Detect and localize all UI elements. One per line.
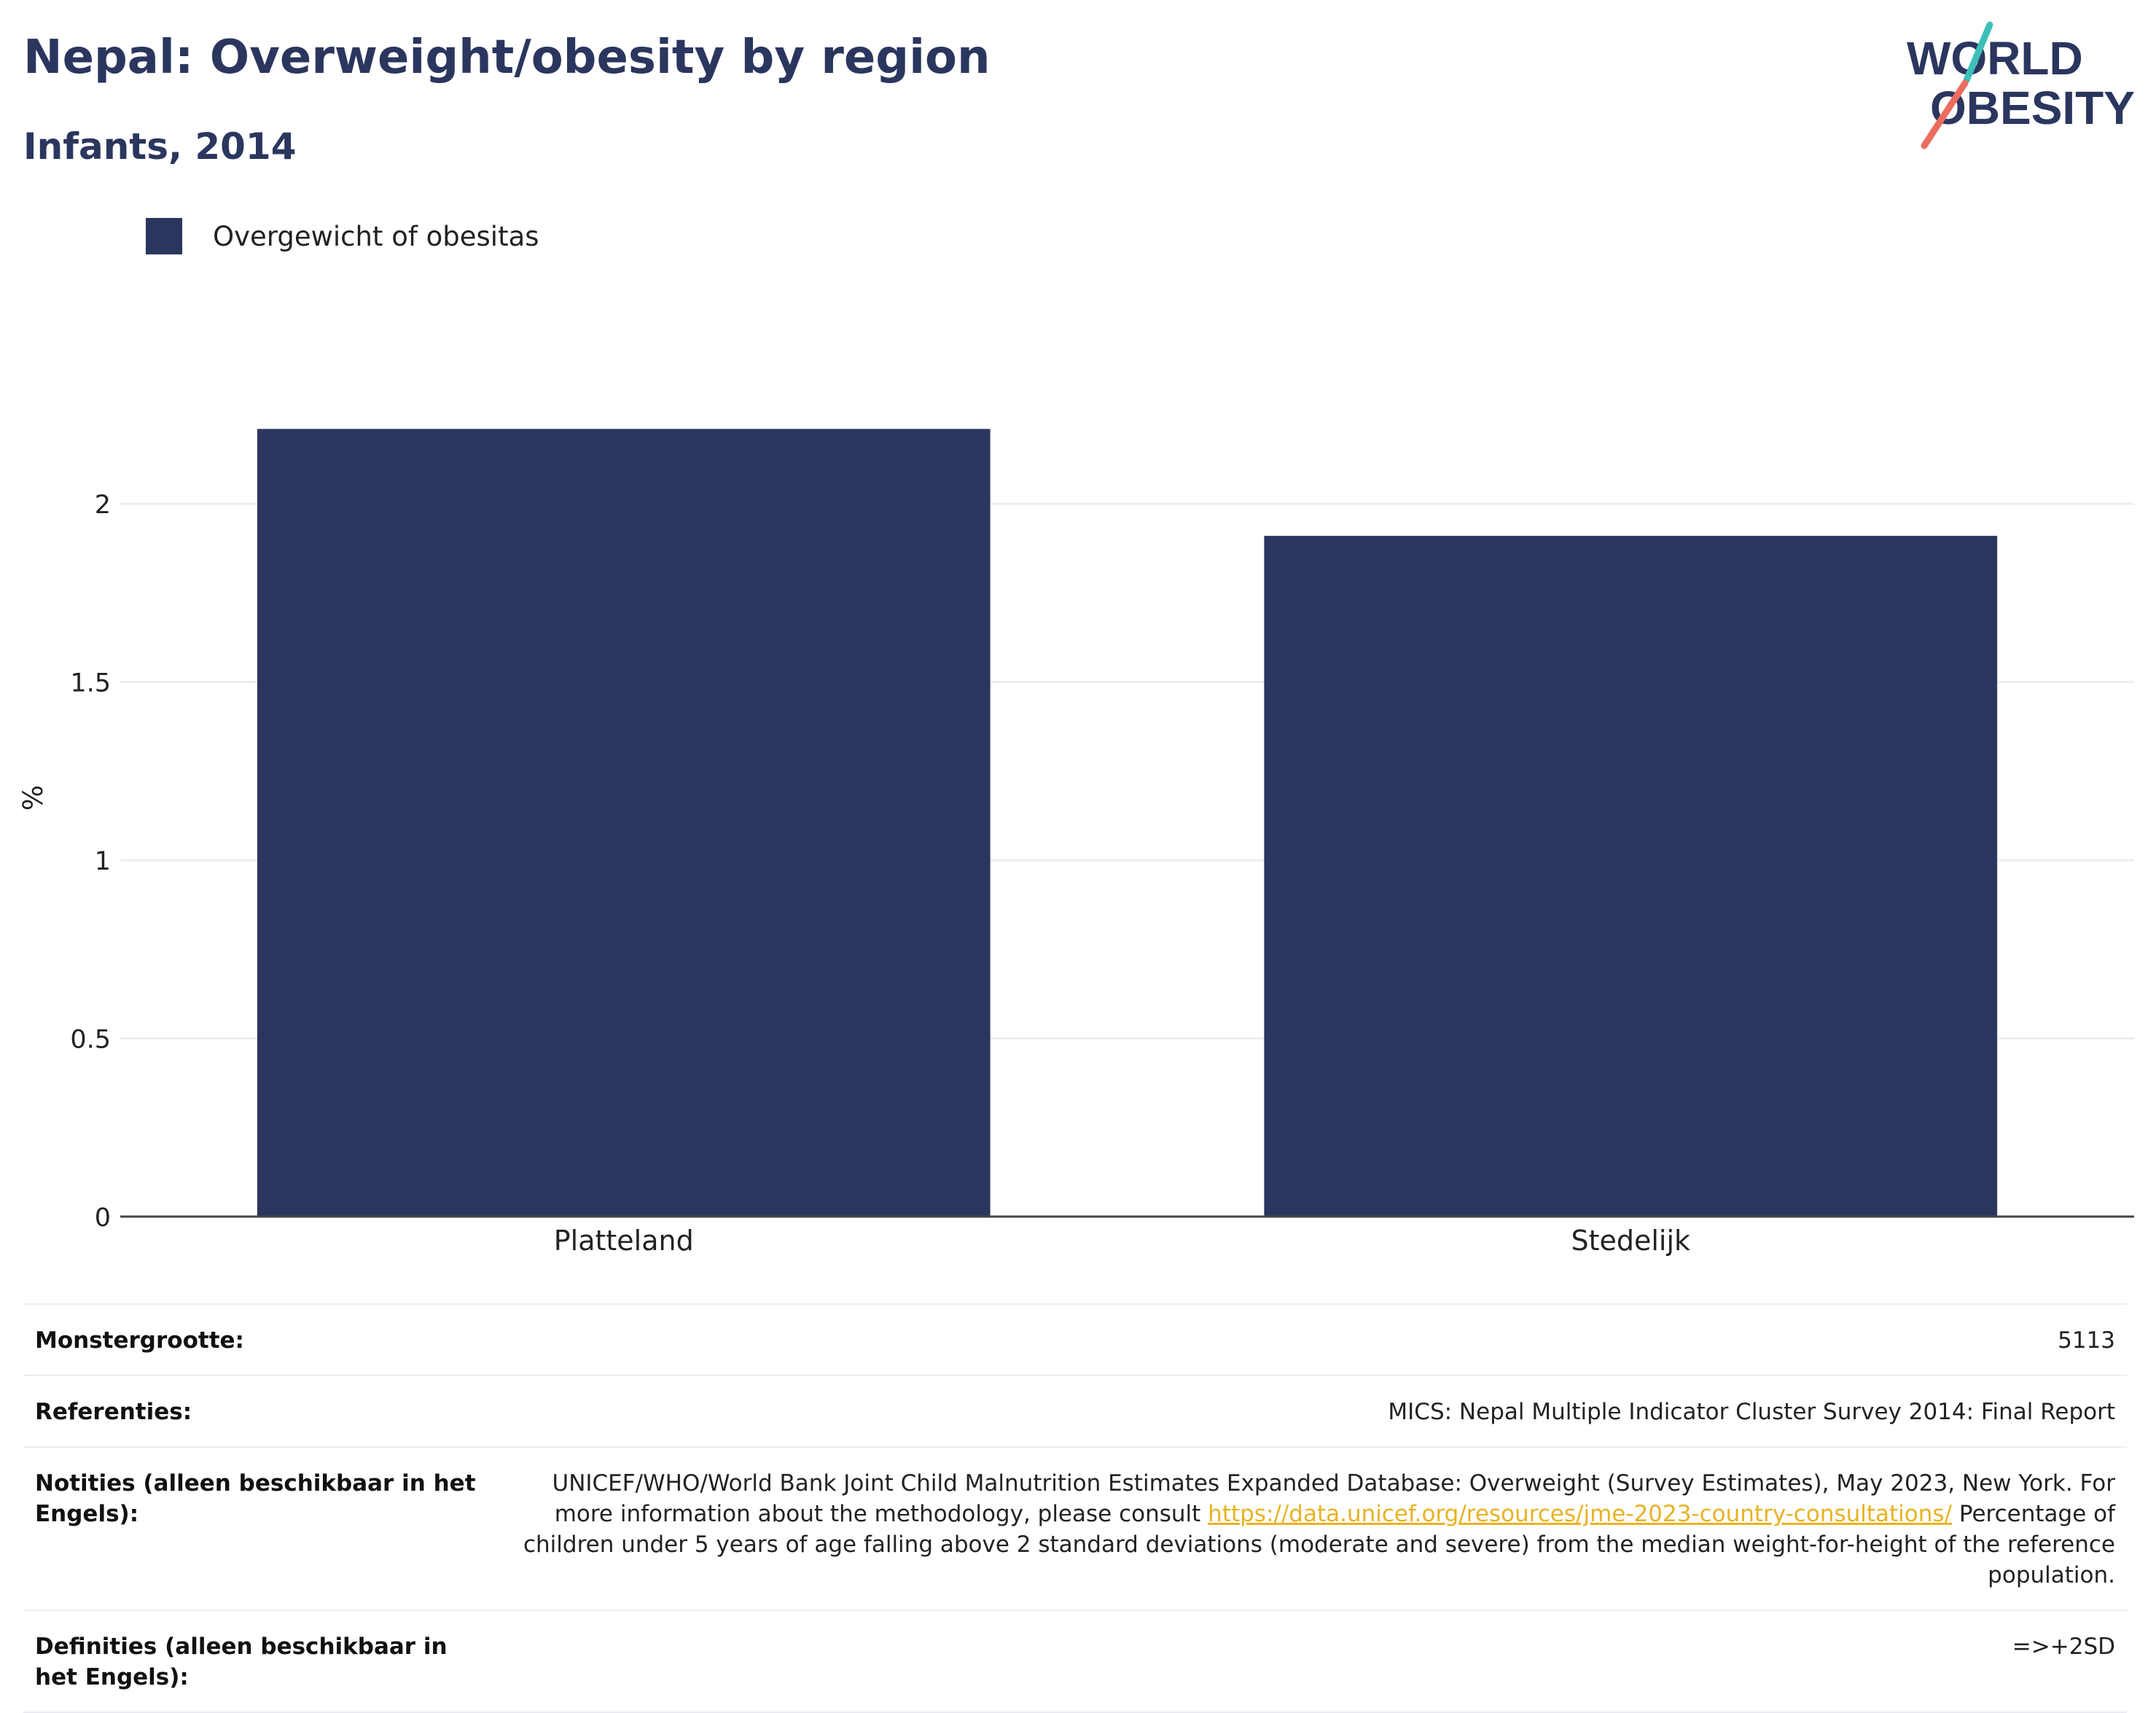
world-obesity-logo: WORLD OBESITY [1907,21,2135,149]
y-tick-label: 2 [95,491,111,520]
meta-row-notes: Notities (alleen beschikbaar in het Enge… [23,1446,2127,1610]
meta-key: Notities (alleen beschikbaar in het Enge… [23,1446,499,1610]
meta-row-definitions: Definities (alleen beschikbaar in het En… [23,1609,2127,1713]
y-tick-label: 0.5 [70,1026,111,1055]
logo-slash-bottom [1921,79,1969,149]
x-tick-labels: Platteland Stedelijk [554,1225,1690,1257]
y-tick-label: 1 [95,847,111,876]
page-title: Nepal: Overweight/obesity by region [23,31,991,85]
bar-platteland [257,429,991,1217]
meta-value: UNICEF/WHO/World Bank Joint Child Malnut… [499,1446,2127,1610]
metadata-table: Monstergrootte: 5113 Referenties: MICS: … [23,1303,2127,1713]
x-tick-label: Platteland [554,1225,694,1257]
x-tick-label: Stedelijk [1571,1225,1690,1257]
meta-row-references: Referenties: MICS: Nepal Multiple Indica… [23,1375,2127,1447]
meta-key: Monstergrootte: [23,1303,499,1376]
y-tick-label: 0 [95,1203,111,1233]
page-subtitle: Infants, 2014 [23,125,297,168]
meta-key: Referenties: [23,1375,499,1447]
bar-stedelijk [1264,536,1998,1217]
meta-value: 5113 [499,1303,2127,1376]
notes-text-post: Percentage of children under 5 years of … [523,1501,2115,1588]
legend-swatch [146,218,182,254]
y-axis-label: % [17,785,49,811]
chart-legend[interactable]: Overgewicht of obesitas [146,217,539,255]
methodology-link[interactable]: https://data.unicef.org/resources/jme-20… [1208,1501,1953,1527]
meta-value: =>+2SD [499,1609,2127,1713]
y-tick-label: 1.5 [70,669,111,698]
meta-row-sample-size: Monstergrootte: 5113 [23,1303,2127,1376]
bars [257,429,1998,1217]
meta-value: MICS: Nepal Multiple Indicator Cluster S… [499,1375,2127,1447]
logo-slash-top [1963,21,1993,84]
y-tick-labels: 0 0.5 1 1.5 2 [70,491,111,1233]
bar-chart: 0 0.5 1 1.5 2 Platteland Stedelijk % [17,429,2134,1257]
legend-label: Overgewicht of obesitas [213,220,539,252]
logo-line1: WORLD [1907,32,2083,85]
meta-key: Definities (alleen beschikbaar in het En… [23,1609,499,1713]
notes-text-pre: UNICEF/WHO/World Bank Joint Child Malnut… [552,1470,2116,1527]
